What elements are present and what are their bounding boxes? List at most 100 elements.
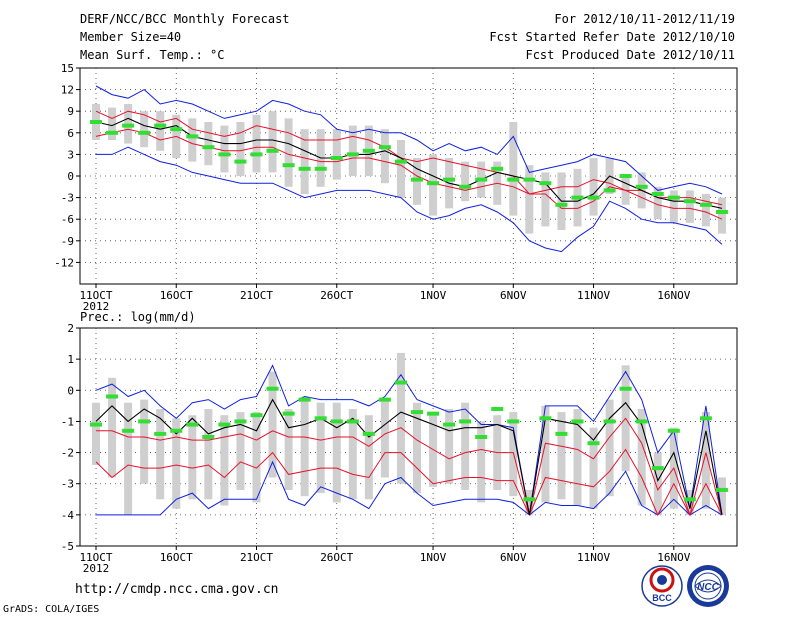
spread-box xyxy=(252,412,261,503)
forecast-produced-date: Fcst Produced Date 2012/10/11 xyxy=(525,48,735,62)
median-marker xyxy=(106,130,119,135)
median-marker xyxy=(106,394,119,399)
x-tick-label: 21OCT xyxy=(240,289,273,302)
upper-quartile-line xyxy=(95,110,723,206)
median-marker xyxy=(154,123,167,128)
spread-box xyxy=(605,399,614,497)
spread-box xyxy=(653,186,662,220)
median-marker xyxy=(523,497,536,502)
spread-box xyxy=(124,402,133,515)
spread-box xyxy=(188,118,197,162)
median-marker xyxy=(635,184,648,189)
spread-box xyxy=(332,129,341,180)
spread-box xyxy=(685,489,694,515)
grads-credit: GrADS: COLA/IGES xyxy=(3,604,100,615)
median-marker xyxy=(138,130,151,135)
median-marker xyxy=(539,181,552,186)
spread-box xyxy=(413,402,421,494)
median-marker xyxy=(571,419,584,424)
median-marker xyxy=(603,188,616,193)
spread-box xyxy=(156,408,165,500)
median-marker xyxy=(651,466,664,471)
source-url[interactable]: http://cmdp.ncc.cma.gov.cn xyxy=(75,582,279,597)
spread-box xyxy=(220,415,229,506)
prec-panel-title: Prec.: log(mm/d) xyxy=(80,310,196,324)
x-tick-label: 1NOV xyxy=(420,551,447,564)
spread-box xyxy=(445,408,454,484)
chart-title: DERF/NCC/BCC Monthly Forecast xyxy=(80,12,290,26)
spread-box xyxy=(653,452,662,515)
median-marker xyxy=(635,419,648,424)
median-marker xyxy=(651,192,664,196)
median-marker xyxy=(394,380,407,385)
median-marker xyxy=(475,435,488,439)
median-marker xyxy=(427,181,440,186)
spread-box xyxy=(332,402,341,503)
median-marker xyxy=(683,497,696,502)
median-marker xyxy=(282,411,295,416)
lower-quartile-line xyxy=(95,128,723,220)
median-marker xyxy=(298,397,311,402)
spread-box xyxy=(396,352,405,484)
y-tick-label: 15 xyxy=(61,62,74,75)
spread-box xyxy=(92,402,100,466)
median-marker xyxy=(459,419,472,424)
y-tick-label: -4 xyxy=(61,509,75,522)
member-size: Member Size=40 xyxy=(80,30,182,44)
median-marker xyxy=(571,195,584,200)
median-marker xyxy=(587,195,600,200)
spread-box xyxy=(701,412,710,509)
spread-box xyxy=(204,408,213,500)
y-tick-label: 1 xyxy=(67,353,74,366)
spread-box xyxy=(541,405,550,503)
median-marker xyxy=(715,487,728,492)
ensemble-mean-line xyxy=(95,398,723,516)
spread-box xyxy=(669,190,678,223)
median-marker xyxy=(314,166,327,171)
spread-box xyxy=(172,418,181,509)
x-tick-label: 21OCT xyxy=(240,551,273,564)
spread-box xyxy=(300,396,309,497)
median-marker xyxy=(266,148,279,153)
median-marker xyxy=(266,386,279,391)
y-tick-label: -3 xyxy=(61,478,74,491)
spread-box xyxy=(589,427,598,509)
spread-box xyxy=(461,161,470,202)
median-marker xyxy=(362,431,375,436)
y-tick-label: -5 xyxy=(61,540,74,553)
median-marker xyxy=(186,422,199,427)
spread-box xyxy=(685,190,694,223)
plot-frame xyxy=(79,327,738,547)
x-tick-label: 26OCT xyxy=(320,289,353,302)
median-marker xyxy=(491,166,504,171)
spread-box xyxy=(477,421,486,503)
median-marker xyxy=(298,166,311,171)
x-year-label: 2012 xyxy=(83,562,110,575)
spread-box xyxy=(236,412,245,490)
median-marker xyxy=(411,410,423,415)
ensemble-mean-line xyxy=(95,117,723,209)
median-marker xyxy=(346,419,359,424)
x-year-label: 2012 xyxy=(83,300,110,313)
median-marker xyxy=(378,145,391,150)
x-tick-label: 16NOV xyxy=(657,551,690,564)
median-marker xyxy=(138,419,151,424)
median-marker xyxy=(459,184,472,189)
median-marker xyxy=(443,177,456,182)
x-tick-label: 6NOV xyxy=(500,551,527,564)
median-marker xyxy=(154,431,167,436)
median-marker xyxy=(555,202,568,207)
spread-box xyxy=(717,477,726,515)
spread-box xyxy=(252,114,261,173)
median-marker xyxy=(491,406,504,411)
variable-label: Mean Surf. Temp.: °C xyxy=(80,48,225,62)
median-marker xyxy=(667,195,680,200)
median-marker xyxy=(507,177,520,182)
spread-box xyxy=(364,415,373,500)
y-tick-label: 0 xyxy=(67,170,74,183)
median-marker xyxy=(282,163,295,168)
min-line xyxy=(96,146,723,253)
median-marker xyxy=(619,174,632,178)
spread-box xyxy=(220,125,229,173)
spread-box xyxy=(557,412,566,500)
